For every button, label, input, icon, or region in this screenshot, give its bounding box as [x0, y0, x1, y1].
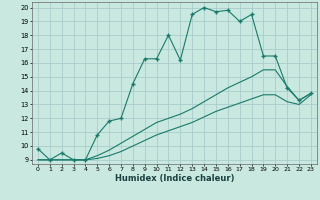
X-axis label: Humidex (Indice chaleur): Humidex (Indice chaleur) — [115, 174, 234, 183]
